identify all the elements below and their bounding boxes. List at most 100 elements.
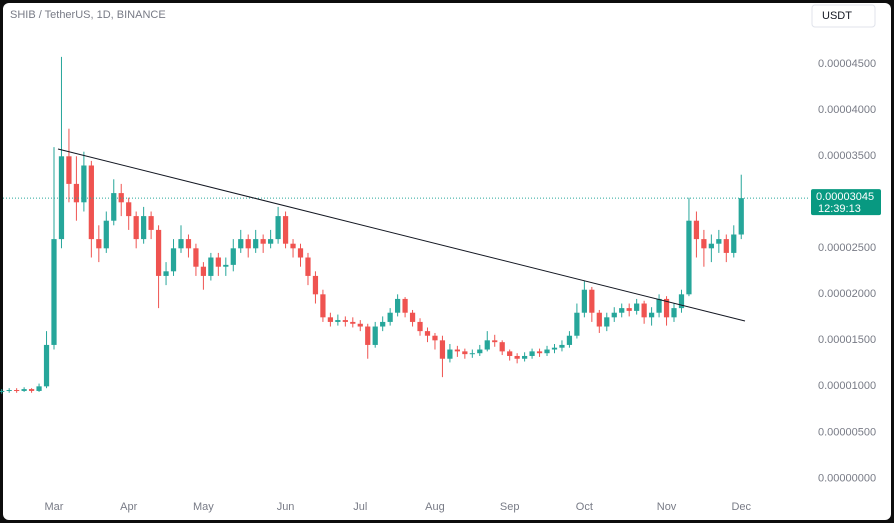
candle-body <box>387 312 393 322</box>
candle-body <box>693 220 700 240</box>
candle-body <box>395 298 401 313</box>
x-tick-label: Dec <box>731 501 751 513</box>
currency-box[interactable] <box>811 4 876 28</box>
candle-body <box>432 335 438 341</box>
x-tick-label: Apr <box>120 501 137 513</box>
candle-body <box>626 308 632 311</box>
last-price-box <box>811 189 881 216</box>
candle-body <box>73 183 80 203</box>
candle-body <box>238 239 244 249</box>
candle-body <box>312 275 319 295</box>
x-tick-label: Jul <box>353 501 367 513</box>
candle-body <box>6 390 12 392</box>
candle-body <box>36 386 42 391</box>
candle-body <box>447 349 453 359</box>
y-tick-label: 0.00001000 <box>818 380 876 392</box>
x-tick-label: Nov <box>657 501 677 513</box>
candle-body <box>253 239 259 249</box>
candle-body <box>350 321 356 324</box>
candle-body <box>327 317 334 322</box>
candle-body <box>551 347 558 350</box>
candle-body <box>589 289 595 313</box>
candle-body <box>260 239 266 244</box>
candle-body <box>716 239 722 244</box>
x-tick-label: Aug <box>425 501 445 513</box>
candle-body <box>663 298 670 318</box>
candle-body <box>499 342 505 352</box>
candle-body <box>141 216 147 240</box>
candle-body <box>731 234 737 253</box>
y-tick-label: 0.00001500 <box>818 334 876 346</box>
candle-body <box>230 248 236 265</box>
candle-body <box>559 344 565 348</box>
candle-body <box>21 389 27 391</box>
candle-body <box>126 202 132 217</box>
candle-body <box>634 303 640 311</box>
candle-body <box>320 294 326 318</box>
candle-body <box>297 248 304 258</box>
currency-label[interactable]: USDT <box>822 10 852 22</box>
candle-body <box>439 340 446 359</box>
countdown-label: 12:39:13 <box>818 203 861 215</box>
trend-line <box>57 148 746 322</box>
candle-body <box>58 156 65 240</box>
candle-body <box>290 243 296 249</box>
x-tick-label: Oct <box>576 501 593 513</box>
candle-body <box>155 229 162 276</box>
candle-body <box>215 257 221 267</box>
candle-body <box>111 193 117 221</box>
candle-body <box>619 308 625 313</box>
candle-body <box>604 317 610 327</box>
candle-body <box>96 239 102 249</box>
y-tick-label: 0.00004500 <box>818 58 876 70</box>
candle-body <box>305 257 311 276</box>
candle-body <box>462 351 468 355</box>
candle-body <box>14 390 20 392</box>
candle-body <box>81 165 87 203</box>
y-tick-label: 0.00000500 <box>818 426 876 438</box>
candle-body <box>507 351 513 356</box>
candle-body <box>529 351 535 356</box>
x-tick-label: Mar <box>45 501 64 513</box>
candle-body <box>163 271 169 276</box>
candle-body <box>454 349 460 352</box>
candle-body <box>417 321 423 332</box>
candle-body <box>492 340 498 343</box>
candle-body <box>66 156 72 184</box>
candle-body <box>536 351 543 354</box>
candle-body <box>678 294 685 309</box>
last-price-label: 0.00003045 <box>816 191 874 203</box>
candle-body <box>656 298 662 313</box>
y-tick-label: 0.00000000 <box>818 472 876 484</box>
candle-body <box>365 326 371 345</box>
candle-body <box>28 389 35 391</box>
y-tick-label: 0.00002000 <box>818 288 876 300</box>
y-tick-label: 0.00004000 <box>818 104 876 116</box>
candle-body <box>671 308 677 318</box>
candle-body <box>170 248 177 272</box>
candle-body <box>43 344 50 387</box>
candle-body <box>514 355 520 359</box>
candle-body <box>208 257 214 276</box>
y-tick-label: 0.00002500 <box>818 242 876 254</box>
candle-body <box>223 264 229 267</box>
candle-body <box>424 331 431 336</box>
candle-body <box>596 312 602 327</box>
candle-body <box>200 266 207 276</box>
candle-body <box>335 320 341 322</box>
candle-body <box>686 220 692 295</box>
candle-body <box>282 216 289 244</box>
candle-body <box>0 390 5 392</box>
candle-body <box>148 216 154 230</box>
candle-body <box>245 239 251 249</box>
candle-body <box>342 320 348 322</box>
candle-body <box>581 289 587 313</box>
candle-body <box>641 303 647 318</box>
candle-body <box>88 165 94 240</box>
candle-body <box>402 298 408 313</box>
candle-body <box>185 239 192 249</box>
candle-body <box>477 349 483 354</box>
candle-body <box>738 198 744 235</box>
candle-body <box>133 216 139 240</box>
candle-body <box>708 243 714 249</box>
